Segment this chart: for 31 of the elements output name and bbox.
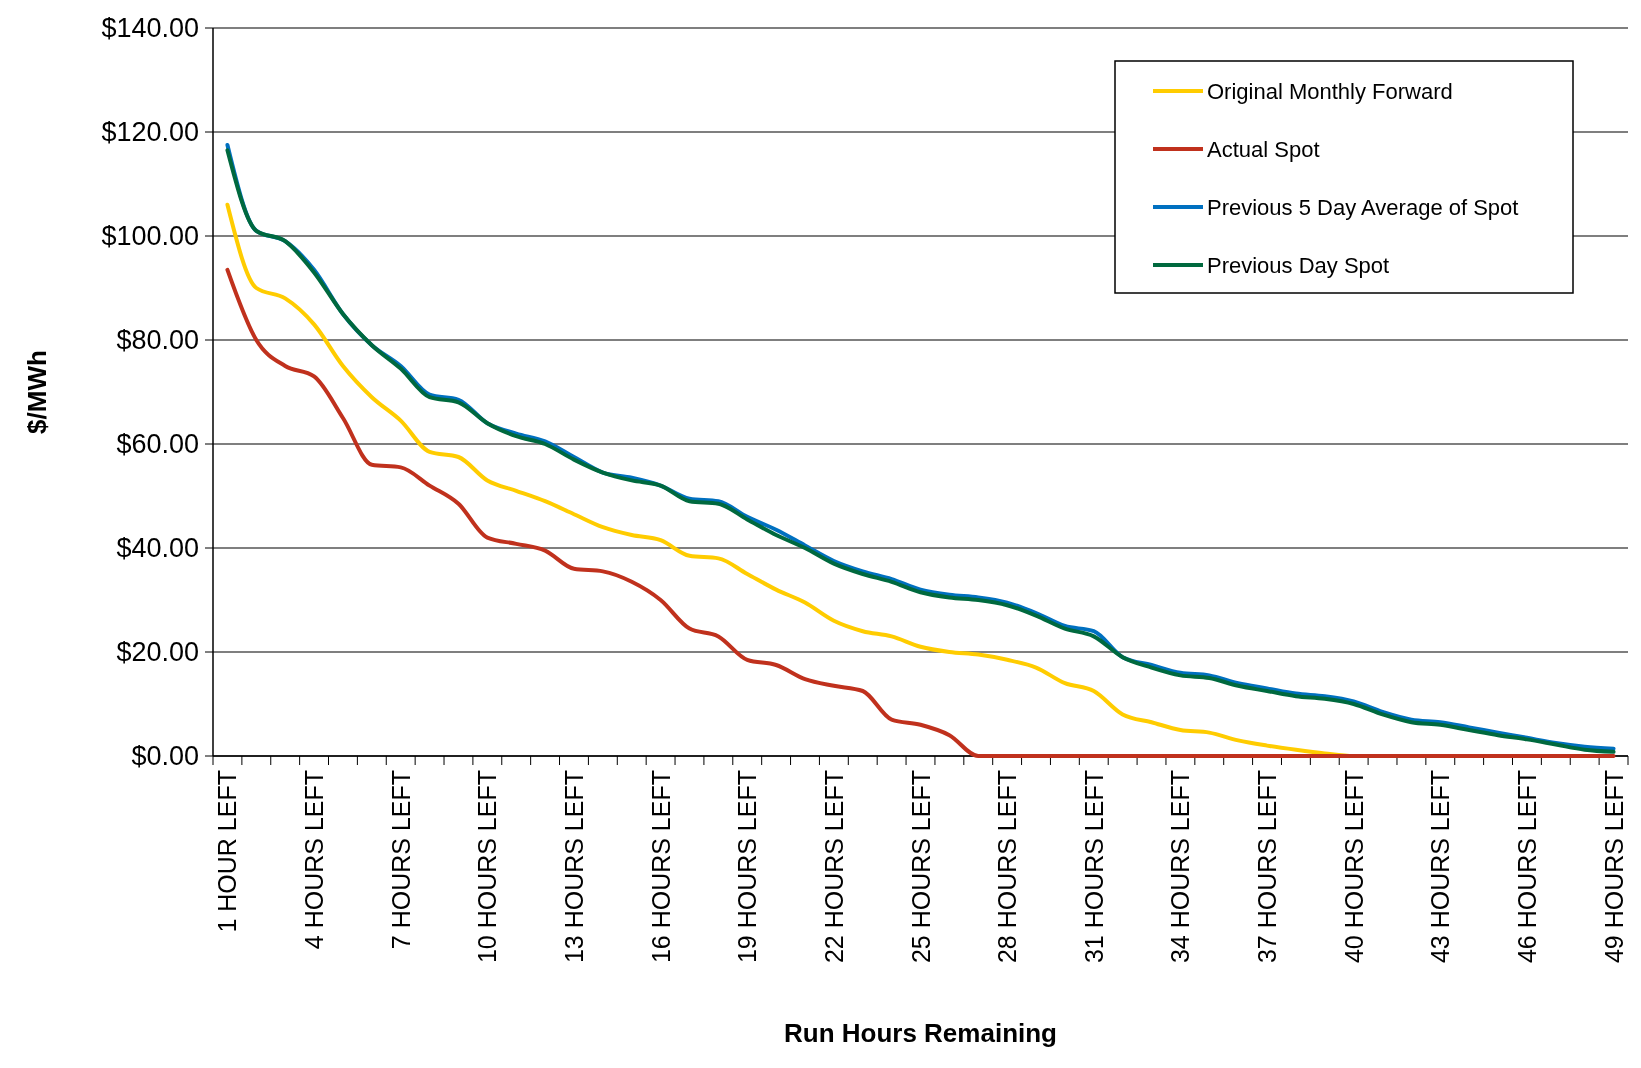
x-tick-label: 4 HOURS LEFT xyxy=(300,770,329,950)
x-tick-label: 37 HOURS LEFT xyxy=(1253,770,1282,964)
x-tick-label: 46 HOURS LEFT xyxy=(1512,770,1541,964)
y-axis-title: $/MWh xyxy=(22,350,52,434)
x-tick-label: 43 HOURS LEFT xyxy=(1426,770,1455,964)
x-axis-title: Run Hours Remaining xyxy=(783,1018,1058,1048)
x-tick-label: 34 HOURS LEFT xyxy=(1166,770,1195,964)
x-tick-label: 25 HOURS LEFT xyxy=(906,770,935,964)
x-tick-label: 16 HOURS LEFT xyxy=(646,770,675,964)
x-tick-label: 19 HOURS LEFT xyxy=(733,770,762,964)
y-tick-label: $120.00 xyxy=(101,117,199,148)
x-tick-label: 31 HOURS LEFT xyxy=(1079,770,1108,964)
x-tick-label: 40 HOURS LEFT xyxy=(1339,770,1368,964)
legend-label: Original Monthly Forward xyxy=(1207,78,1453,104)
y-tick-label: $0.00 xyxy=(131,741,199,772)
x-tick-label: 7 HOURS LEFT xyxy=(386,770,415,950)
y-tick-label: $60.00 xyxy=(116,429,199,460)
x-tick-label: 10 HOURS LEFT xyxy=(473,770,502,964)
x-tick-label: 13 HOURS LEFT xyxy=(559,770,588,964)
y-tick-label: $100.00 xyxy=(101,221,199,252)
legend-label: Previous Day Spot xyxy=(1207,252,1390,278)
x-tick-label: 1 HOUR LEFT xyxy=(213,770,242,933)
legend-label: Previous 5 Day Average of Spot xyxy=(1207,194,1519,220)
legend-label: Actual Spot xyxy=(1207,136,1320,162)
x-tick-label: 49 HOURS LEFT xyxy=(1599,770,1628,964)
x-tick-label: 28 HOURS LEFT xyxy=(993,770,1022,964)
y-tick-label: $140.00 xyxy=(101,13,199,44)
y-tick-label: $80.00 xyxy=(116,325,199,356)
y-tick-label: $20.00 xyxy=(116,637,199,668)
y-tick-label: $40.00 xyxy=(116,533,199,564)
x-tick-label: 22 HOURS LEFT xyxy=(819,770,848,964)
